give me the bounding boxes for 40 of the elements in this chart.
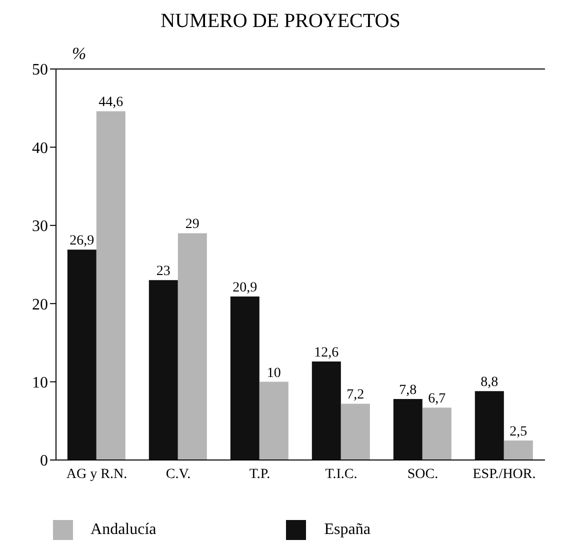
data-label: 10 [266,366,281,381]
y-axis-title: % [72,44,86,64]
x-tick-label: AG y R.N. [66,466,128,482]
bar [259,382,288,460]
bar [393,399,422,460]
data-label: 23 [156,264,170,280]
data-label: 29 [185,217,200,232]
data-label: 2,5 [510,424,528,440]
legend-label: España [324,520,370,538]
data-label: 20,9 [232,280,258,296]
data-label: 44,6 [98,95,124,110]
bar [422,408,452,460]
y-tick-label: 30 [32,218,48,236]
chart-title: NUMERO DE PROYECTOS [160,10,402,33]
bar [148,280,178,460]
bar [340,404,370,460]
y-tick-label: 40 [32,140,48,157]
legend-label: Andalucía [90,520,156,538]
bar [96,111,126,460]
bar [312,361,341,460]
x-tick-label: T.P. [249,466,270,482]
data-label: 6,7 [428,392,446,407]
y-tick-label: 10 [32,374,48,392]
y-tick-label: 20 [32,296,48,314]
y-tick-label: 50 [32,62,48,79]
x-tick-label: T.I.C. [325,466,358,482]
bar [230,296,260,460]
bar [474,391,504,460]
data-label: 7,8 [399,383,417,398]
data-label: 8,8 [480,375,498,390]
x-tick-label: C.V. [166,466,191,482]
y-tick-label: 0 [40,452,48,470]
x-tick-label: ESP./HOR. [472,466,536,482]
bar [504,440,533,460]
data-label: 12,6 [314,345,339,360]
data-label: 7,2 [346,388,364,403]
data-label: 26,9 [70,234,94,249]
x-tick-label: SOC. [407,466,438,482]
bar [67,250,96,460]
bar [178,233,207,460]
